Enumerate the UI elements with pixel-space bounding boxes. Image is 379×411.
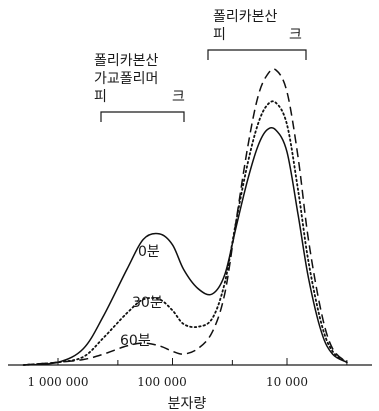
series-layer: [22, 68, 348, 366]
tick-label-1000000: 1 000 000: [27, 375, 88, 389]
polycarbonate-peak-label-line2-right: 크: [289, 27, 302, 43]
crosslinked-peak-label-line2: 가교폴리머: [94, 71, 158, 87]
crosslinked-peak-label-line3-left: 피: [94, 89, 107, 105]
tick-label-10000: 10 000: [266, 375, 308, 389]
polycarbonate-peak-bracket: [207, 49, 307, 60]
series-label-60min: 60분: [120, 333, 151, 349]
crosslinked-peak-bracket: [100, 111, 185, 122]
series-line-1: [22, 100, 348, 366]
x-axis-label: 분자량: [168, 396, 207, 411]
series-label-0min: 0분: [138, 244, 160, 260]
series-label-30min: 30분: [132, 295, 163, 311]
series-line-2: [23, 68, 348, 366]
x-axis-ticks: [57, 358, 348, 365]
crosslinked-peak-label-line1: 폴리카본산: [94, 53, 159, 69]
polycarbonate-peak-label-line1: 폴리카본산: [213, 9, 278, 25]
polycarbonate-peak-label-line2-left: 피: [213, 27, 226, 43]
series-line-0: [23, 126, 348, 366]
tick-label-100000: 100 000: [137, 375, 187, 389]
crosslinked-peak-label-line3-right: 크: [172, 89, 185, 105]
